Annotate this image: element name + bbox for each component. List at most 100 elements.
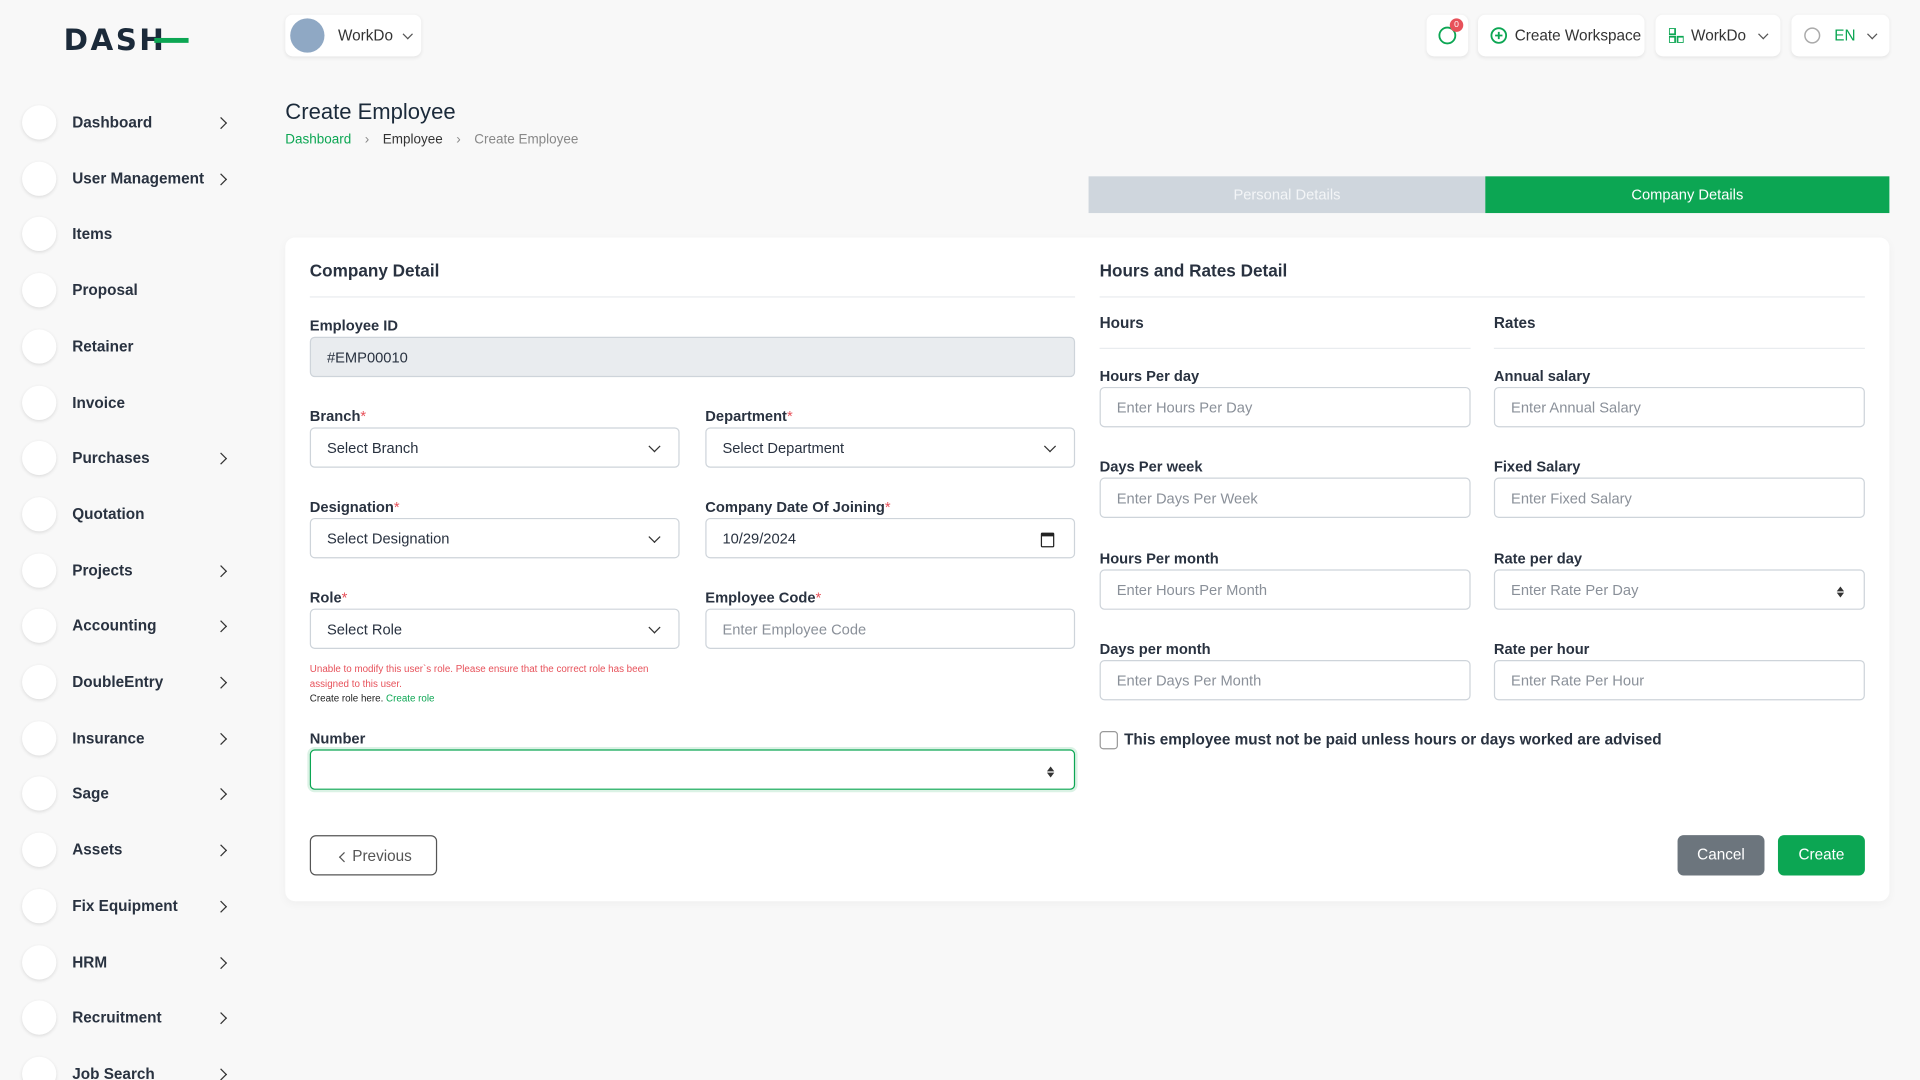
create-workspace-button[interactable]: Create Workspace	[1477, 14, 1645, 57]
nav-item[interactable]: Invoice	[72, 393, 125, 411]
create-button[interactable]: Create	[1777, 835, 1865, 876]
input-value: #EMP00010	[326, 348, 408, 367]
nav-item[interactable]: Sage	[72, 785, 109, 803]
nav-item[interactable]: User Management	[72, 169, 205, 187]
nav-item[interactable]: Insurance	[72, 729, 145, 747]
select-input[interactable]: Select Role	[309, 608, 680, 649]
cancel-button[interactable]: Cancel	[1677, 835, 1765, 876]
checkbox[interactable]	[1099, 731, 1118, 750]
user-name: WorkDo	[1691, 26, 1747, 45]
label-text: Role	[309, 588, 342, 607]
nav-icon	[22, 944, 57, 979]
select-arrow	[648, 621, 661, 634]
nav-chevron	[214, 788, 228, 801]
text-input[interactable]: Enter Annual Salary	[1493, 386, 1865, 428]
nav-item[interactable]: Fix Equipment	[72, 897, 178, 915]
label-text: Rate per day	[1493, 549, 1583, 567]
nav-item[interactable]: DoubleEntry	[72, 673, 164, 691]
nav-icon	[22, 664, 57, 700]
nav-item[interactable]: Dashboard	[72, 113, 153, 132]
create-role-link[interactable]: Create role	[386, 693, 435, 705]
label-text: Number	[309, 729, 366, 747]
text-input[interactable]: Enter Rate Per Hour	[1493, 659, 1865, 701]
field-label: Days per month	[1100, 640, 1211, 657]
nav-chevron	[214, 172, 228, 186]
nav-item[interactable]: HRM	[72, 953, 108, 971]
section-title: Company Detail	[309, 260, 440, 281]
date-icon	[1040, 532, 1055, 548]
spin-down	[1046, 772, 1055, 782]
nav-icon	[22, 888, 57, 924]
input-value: Select Branch	[326, 439, 419, 457]
label-text: Employee ID	[309, 317, 398, 335]
field-label: Days Per week	[1100, 458, 1203, 475]
hint-text: Create role here.	[309, 693, 384, 705]
nav-item[interactable]: Retainer	[72, 337, 134, 355]
required-mark: *	[884, 498, 891, 516]
language-menu[interactable]: EN	[1791, 14, 1890, 57]
input-value: 10/29/2024	[722, 530, 796, 548]
nav-item[interactable]: Recruitment	[72, 1009, 162, 1027]
nav-icon	[22, 385, 57, 420]
input-placeholder: Enter Days Per Week	[1116, 490, 1258, 508]
select-input[interactable]: Select Department	[705, 427, 1076, 468]
input-placeholder: Enter Fixed Salary	[1511, 490, 1632, 508]
breadcrumb-link[interactable]: Employee	[382, 132, 443, 147]
select-arrow	[1043, 440, 1057, 453]
label-text: Employee Code	[705, 588, 816, 607]
date-input[interactable]: 10/29/2024	[705, 517, 1076, 559]
readonly-input[interactable]: #EMP00010	[309, 336, 1076, 378]
nav-chevron	[214, 1068, 228, 1080]
required-mark: *	[815, 588, 822, 607]
text-input[interactable]: Enter Employee Code	[705, 608, 1076, 649]
field-label: Annual salary	[1494, 367, 1590, 384]
nav-item[interactable]: Proposal	[72, 281, 138, 299]
nav-item[interactable]: Accounting	[72, 617, 157, 635]
messages-button[interactable]: 0	[1426, 14, 1469, 57]
nav-icon	[22, 720, 57, 756]
text-input[interactable]: Enter Days Per Week	[1099, 477, 1471, 519]
field-label: Fixed Salary	[1494, 458, 1581, 475]
text-input[interactable]: Enter Fixed Salary	[1493, 477, 1865, 519]
required-mark: *	[360, 407, 367, 425]
breadcrumb-link[interactable]: Dashboard	[285, 132, 352, 147]
select-input[interactable]: Select Designation	[309, 517, 680, 559]
divider	[1099, 296, 1865, 298]
number-input[interactable]	[309, 749, 1076, 790]
label-text: Branch	[309, 407, 361, 425]
nav-chevron	[214, 117, 228, 130]
nav-item[interactable]: Projects	[72, 561, 133, 579]
input-value: Select Department	[722, 439, 845, 457]
tab[interactable]: Personal Details	[1088, 176, 1486, 214]
input-placeholder: Enter Employee Code	[722, 620, 867, 638]
page-title: Create Employee	[285, 99, 456, 124]
nav-item[interactable]: Items	[72, 225, 113, 243]
nav-item[interactable]: Quotation	[72, 505, 145, 523]
select-arrow	[648, 530, 661, 543]
label-text: Hours Per month	[1099, 549, 1219, 567]
select-input[interactable]: Select Branch	[309, 427, 680, 468]
workspace-switcher[interactable]: WorkDo	[285, 14, 422, 57]
breadcrumb: Dashboard › Employee › Create Employee	[285, 132, 579, 147]
nav-item[interactable]: Assets	[72, 841, 123, 859]
required-mark: *	[786, 407, 793, 425]
input-placeholder: Enter Hours Per Month	[1116, 581, 1268, 599]
label-text: Rate per hour	[1493, 640, 1590, 658]
user-menu[interactable]: WorkDo	[1655, 14, 1781, 57]
nav-item[interactable]: Job Search	[72, 1065, 155, 1080]
field-label: Employee ID	[310, 317, 398, 334]
text-input[interactable]: Enter Days Per Month	[1099, 659, 1471, 701]
label-text: Fixed Salary	[1493, 458, 1581, 476]
divider	[309, 296, 1076, 298]
text-input[interactable]: Enter Hours Per Month	[1099, 568, 1471, 610]
nav-icon	[22, 329, 57, 364]
previous-button[interactable]: Previous	[309, 835, 438, 876]
number-input[interactable]: Enter Rate Per Day	[1493, 568, 1865, 610]
nav-icon	[22, 1056, 57, 1080]
tab-active[interactable]: Company Details	[1485, 176, 1890, 214]
chevron-left	[338, 851, 350, 863]
nav-item[interactable]: Purchases	[72, 449, 150, 467]
nav-icon	[22, 161, 57, 196]
input-placeholder: Enter Rate Per Day	[1511, 581, 1639, 599]
text-input[interactable]: Enter Hours Per Day	[1099, 386, 1471, 428]
